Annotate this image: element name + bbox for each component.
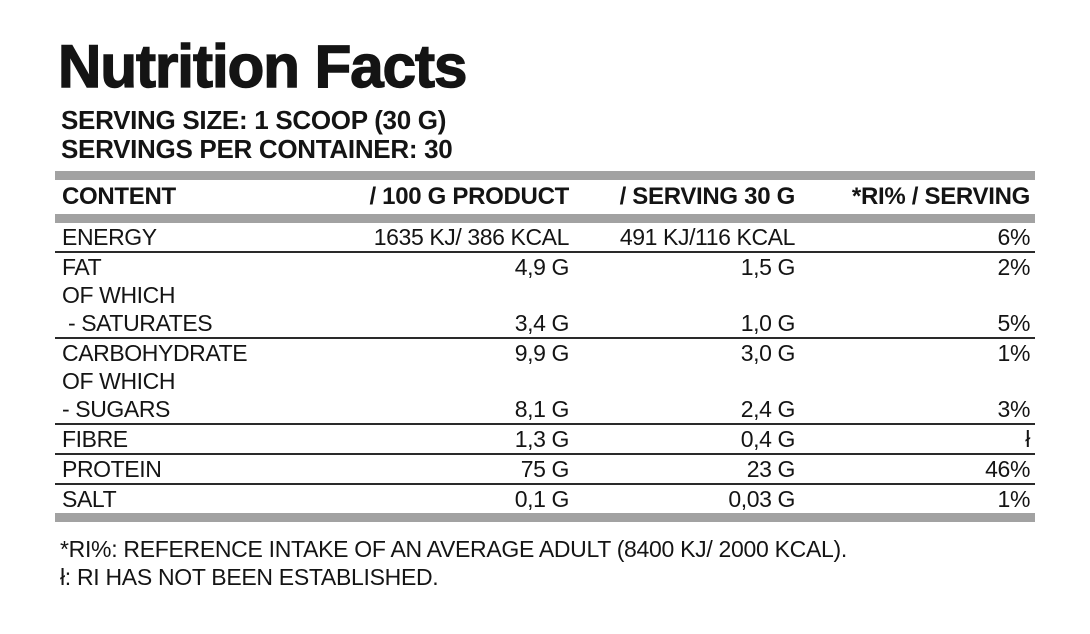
row-ri-percent: 5% [997, 309, 1031, 336]
row-per-serving: 1,5 G [740, 253, 796, 280]
row-ri-percent: ł [1025, 425, 1030, 452]
table-row-sugars: - SUGARS 8,1 G 2,4 G 3% [55, 395, 1035, 423]
row-ri-percent: 6% [997, 223, 1031, 250]
row-divider [55, 483, 1035, 485]
row-per-serving: 3,0 G [740, 339, 796, 366]
table-row-fibre: FIBRE 1,3 G 0,4 G ł [55, 425, 1035, 453]
row-divider [55, 453, 1035, 455]
row-per-serving: 2,4 G [740, 395, 796, 422]
table-row-saturates: - SATURATES 3,4 G 1,0 G 5% [55, 309, 1035, 337]
serving-size-text: SERVING SIZE: 1 SCOOP (30 G) [61, 105, 447, 135]
table-row-fat: FAT 4,9 G 1,5 G 2% [55, 253, 1035, 281]
row-per-serving: 1,0 G [740, 309, 796, 336]
column-header-ri-percent: *RI% / SERVING [851, 183, 1030, 210]
row-divider [55, 337, 1035, 339]
column-header-per-serving: / SERVING 30 G [619, 183, 796, 210]
row-divider [55, 251, 1035, 253]
row-label: - SUGARS [62, 395, 170, 422]
row-label: CARBOHYDRATE [62, 339, 248, 366]
footnote-ri-definition: *RI%: REFERENCE INTAKE OF AN AVERAGE ADU… [60, 536, 847, 562]
row-per-100g: 3,4 G [514, 309, 570, 336]
row-label: SALT [62, 485, 117, 512]
row-per-100g: 0,1 G [514, 485, 570, 512]
row-per-100g: 1635 KJ/ 386 KCAL [373, 223, 570, 250]
table-row-of-which-carbohydrate: OF WHICH [55, 367, 1035, 395]
row-divider [55, 423, 1035, 425]
row-label: FIBRE [62, 425, 128, 452]
table-header-row: CONTENT / 100 G PRODUCT / SERVING 30 G *… [55, 180, 1035, 214]
row-per-serving: 491 KJ/116 KCAL [619, 223, 796, 250]
nutrition-table: CONTENT / 100 G PRODUCT / SERVING 30 G *… [55, 171, 1035, 522]
row-per-100g: 4,9 G [514, 253, 570, 280]
table-top-bar [55, 171, 1035, 180]
table-row-energy: ENERGY 1635 KJ/ 386 KCAL 491 KJ/116 KCAL… [55, 223, 1035, 251]
page-title: Nutrition Facts [57, 33, 468, 100]
row-label: OF WHICH [62, 367, 176, 394]
row-ri-percent: 1% [997, 339, 1031, 366]
row-per-100g: 8,1 G [514, 395, 570, 422]
table-row-salt: SALT 0,1 G 0,03 G 1% [55, 485, 1035, 513]
table-row-of-which-fat: OF WHICH [55, 281, 1035, 309]
row-label: OF WHICH [62, 281, 176, 308]
row-per-serving: 0,4 G [740, 425, 796, 452]
column-header-content: CONTENT [62, 183, 176, 210]
row-per-serving: 23 G [746, 455, 796, 482]
row-label: FAT [62, 253, 102, 280]
table-header-bottom-bar [55, 214, 1035, 223]
table-bottom-bar [55, 513, 1035, 522]
row-label: PROTEIN [62, 455, 162, 482]
row-per-serving: 0,03 G [728, 485, 795, 512]
row-ri-percent: 46% [985, 455, 1030, 482]
row-per-100g: 9,9 G [514, 339, 570, 366]
row-ri-percent: 1% [997, 485, 1031, 512]
row-label: ENERGY [62, 223, 157, 250]
row-per-100g: 1,3 G [514, 425, 570, 452]
row-label: - SATURATES [62, 309, 213, 336]
row-ri-percent: 2% [997, 253, 1031, 280]
table-row-protein: PROTEIN 75 G 23 G 46% [55, 455, 1035, 483]
table-row-carbohydrate: CARBOHYDRATE 9,9 G 3,0 G 1% [55, 339, 1035, 367]
column-header-per-100g: / 100 G PRODUCT [369, 183, 569, 210]
footnote-ri-not-established: ł: RI HAS NOT BEEN ESTABLISHED. [60, 564, 439, 590]
row-ri-percent: 3% [997, 395, 1031, 422]
row-per-100g: 75 G [520, 455, 570, 482]
servings-per-container-text: SERVINGS PER CONTAINER: 30 [61, 134, 453, 164]
